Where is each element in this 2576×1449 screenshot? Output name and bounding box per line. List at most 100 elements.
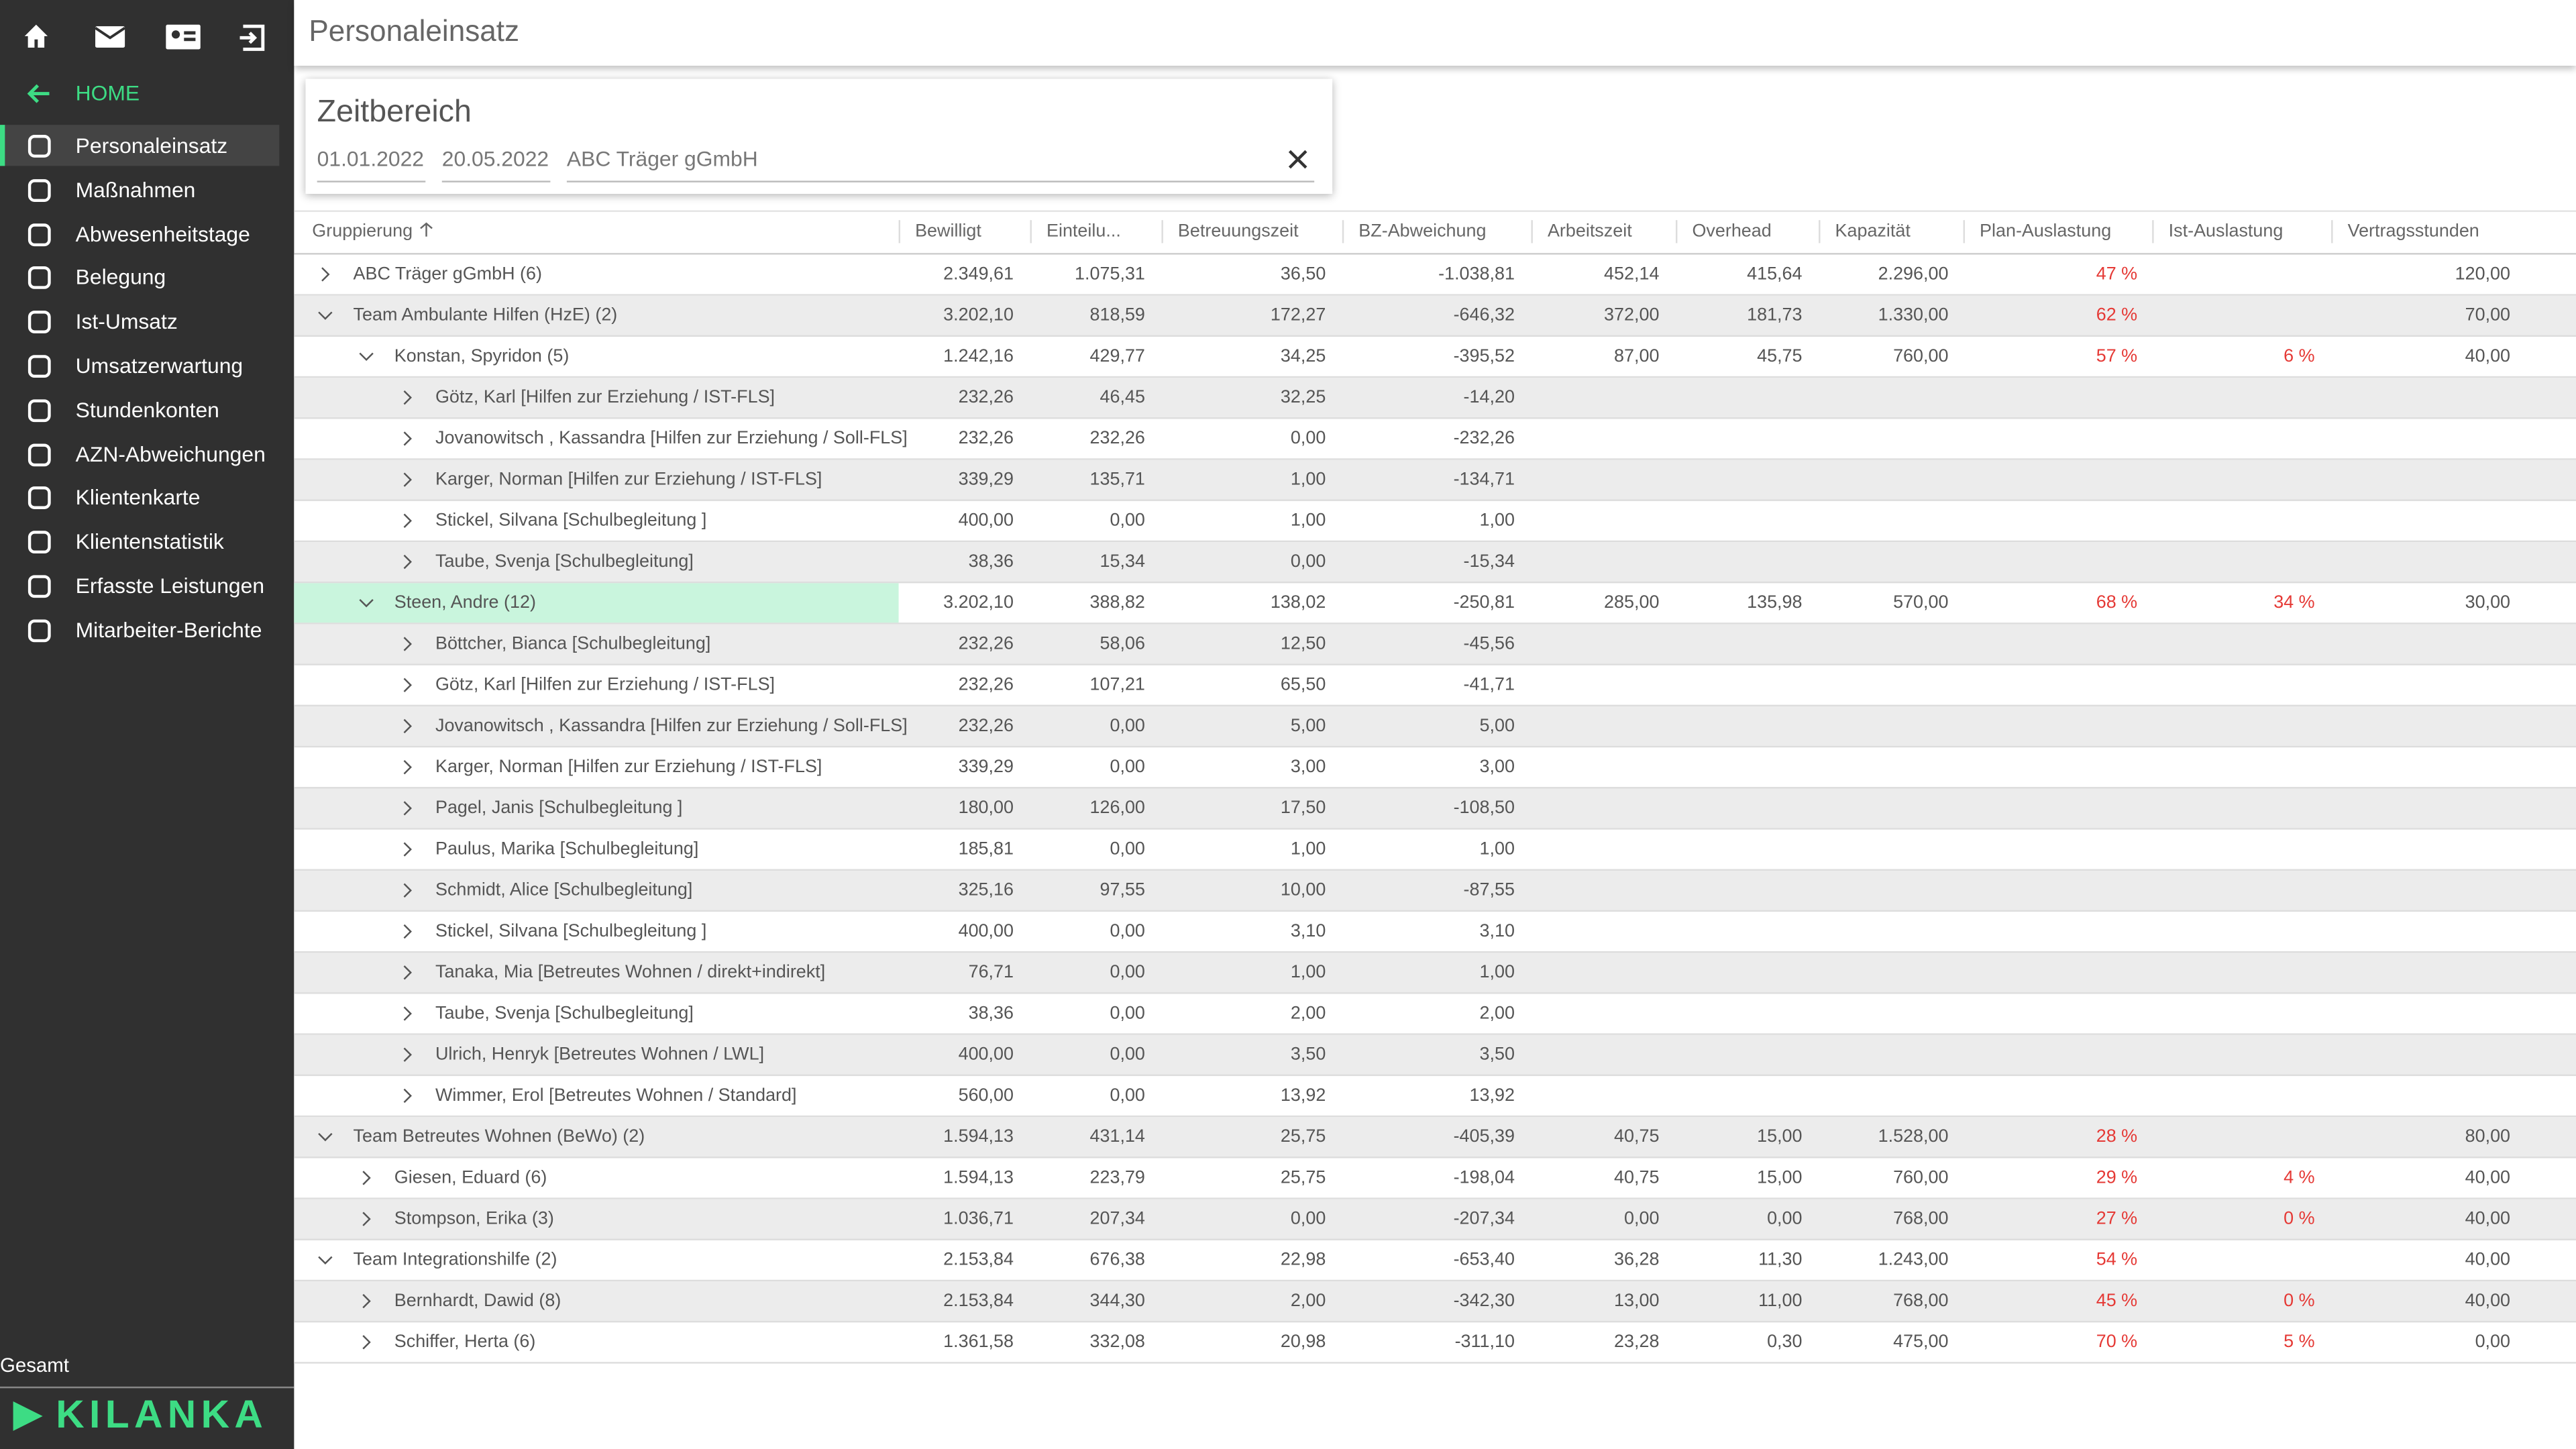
table-row: Taube, Svenja [Schulbegleitung] 38,36 0,00… (294, 994, 2576, 1035)
nav-item[interactable]: Umsatzerwartung (0, 345, 279, 386)
expand-toggle[interactable] (317, 307, 333, 323)
expand-toggle[interactable] (358, 595, 374, 611)
cell-value: 120,00 (2455, 264, 2511, 284)
cell-value: 339,29 (958, 757, 1014, 777)
column-header[interactable]: Ist-Auslastung (2168, 221, 2284, 242)
date-to[interactable]: 20.05.2022 (441, 146, 549, 171)
nav-item[interactable]: Stundenkonten (0, 389, 279, 430)
expand-toggle[interactable] (317, 1252, 333, 1268)
expand-toggle[interactable] (399, 472, 415, 488)
expand-toggle[interactable] (399, 1087, 415, 1104)
contact-icon[interactable] (166, 24, 201, 50)
row-label: Stickel, Silvana [Schulbegleitung ] (435, 511, 707, 531)
clear-button[interactable] (1288, 150, 1307, 169)
cell-value: 1.361,58 (943, 1332, 1014, 1352)
cell-value: 3.202,10 (943, 593, 1014, 613)
column-header[interactable]: BZ-Abweichung (1358, 221, 1487, 242)
table-row: Tanaka, Mia [Betreutes Wohnen / direkt+i… (294, 953, 2576, 994)
logout-icon[interactable] (239, 24, 265, 51)
cell-value: 15,00 (1757, 1168, 1803, 1188)
column-header[interactable]: Kapazität (1835, 221, 1911, 242)
cell-value: 3,00 (1290, 757, 1326, 777)
table-row: Stickel, Silvana [Schulbegleitung ] 400,0… (294, 500, 2576, 543)
expand-toggle[interactable] (399, 965, 415, 981)
cell-value: 40,00 (2465, 1209, 2511, 1229)
home-link[interactable]: HOME (0, 76, 279, 112)
nav-item[interactable]: Abwesenheitstage (0, 213, 279, 254)
home-icon[interactable] (24, 24, 48, 48)
expand-toggle[interactable] (399, 841, 415, 857)
expand-toggle[interactable] (358, 348, 374, 364)
filter-card: Zeitbereich 01.01.2022 20.05.2022 ABC Tr… (305, 78, 1333, 194)
nav-item[interactable]: Maßnahmen (0, 169, 279, 210)
column-header[interactable]: Betreuungszeit (1177, 221, 1299, 242)
nav-item[interactable]: Mitarbeiter-Berichte (0, 609, 279, 650)
row-label: Team Betreutes Wohnen (BeWo) (2) (353, 1127, 645, 1147)
cell-value: 68 % (2096, 593, 2138, 613)
expand-toggle[interactable] (399, 553, 415, 570)
column-header[interactable]: Gruppierung (312, 221, 413, 242)
column-header[interactable]: Vertragsstunden (2347, 221, 2479, 242)
cell-value: 135,71 (1089, 470, 1145, 490)
cell-value: 87,00 (1614, 346, 1660, 367)
cell-value: 676,38 (1089, 1250, 1145, 1271)
expand-toggle[interactable] (399, 759, 415, 775)
expand-toggle[interactable] (399, 882, 415, 898)
column-header[interactable]: Plan-Auslastung (1980, 221, 2112, 242)
cell-value: 560,00 (958, 1085, 1014, 1106)
nav-item[interactable]: Klientenstatistik (0, 521, 279, 562)
date-from[interactable]: 01.01.2022 (317, 146, 425, 171)
nav-label: AZN-Abweichungen (75, 441, 266, 466)
expand-toggle[interactable] (399, 800, 415, 816)
column-header[interactable]: Arbeitszeit (1547, 221, 1632, 242)
expand-toggle[interactable] (399, 677, 415, 693)
filter-title: Zeitbereich (317, 95, 472, 130)
cell-value: 34 % (2273, 593, 2315, 613)
nav-item[interactable]: Klientenkarte (0, 477, 279, 518)
nav-item[interactable]: Belegung (0, 257, 279, 298)
row-label: Team Ambulante Hilfen (HzE) (2) (353, 305, 618, 325)
table-row: Team Integrationshilfe (2) 2.153,84 676,38… (294, 1240, 2576, 1282)
logo-mark (13, 1401, 43, 1432)
expand-toggle[interactable] (399, 1046, 415, 1063)
table-row: Ulrich, Henryk [Betreutes Wohnen / LWL] 4… (294, 1034, 2576, 1077)
underline (441, 180, 551, 182)
cell-value: -14,20 (1463, 387, 1515, 408)
cell-value: -45,56 (1463, 634, 1515, 654)
expand-toggle[interactable] (399, 636, 415, 652)
expand-toggle[interactable] (399, 513, 415, 529)
expand-toggle[interactable] (358, 1293, 374, 1309)
column-divider (1342, 220, 1344, 244)
column-divider (898, 220, 901, 244)
expand-toggle[interactable] (358, 1211, 374, 1227)
active-indicator (0, 125, 5, 166)
cell-value: 344,30 (1089, 1291, 1145, 1311)
column-header[interactable]: Overhead (1692, 221, 1772, 242)
cell-value: 1,00 (1290, 963, 1326, 983)
header-bar: Personaleinsatz (294, 0, 2576, 66)
organization[interactable]: ABC Träger gGmbH (566, 146, 758, 171)
expand-toggle[interactable] (399, 431, 415, 447)
column-header[interactable]: Einteilu... (1046, 221, 1121, 242)
cell-value: 5,00 (1290, 716, 1326, 737)
expand-toggle[interactable] (399, 389, 415, 405)
expand-toggle[interactable] (358, 1170, 374, 1186)
table-row: Giesen, Eduard (6) 1.594,13 223,79 25,75 -19… (294, 1158, 2576, 1199)
nav-item[interactable]: Ist-Umsatz (0, 301, 279, 342)
column-header[interactable]: Bewilligt (915, 221, 981, 242)
column-divider (1819, 220, 1821, 244)
cell-value: 45 % (2096, 1291, 2138, 1311)
nav-item[interactable]: Personaleinsatz (0, 125, 280, 166)
expand-toggle[interactable] (399, 923, 415, 939)
expand-toggle[interactable] (317, 266, 333, 282)
expand-toggle[interactable] (317, 1128, 333, 1144)
nav-item[interactable]: AZN-Abweichungen (0, 433, 279, 474)
expand-toggle[interactable] (399, 1006, 415, 1022)
cell-value: 11,00 (1758, 1291, 1803, 1311)
cell-value: 400,00 (958, 1044, 1014, 1065)
expand-toggle[interactable] (399, 718, 415, 734)
nav-item[interactable]: Erfasste Leistungen (0, 565, 279, 606)
expand-toggle[interactable] (358, 1334, 374, 1350)
